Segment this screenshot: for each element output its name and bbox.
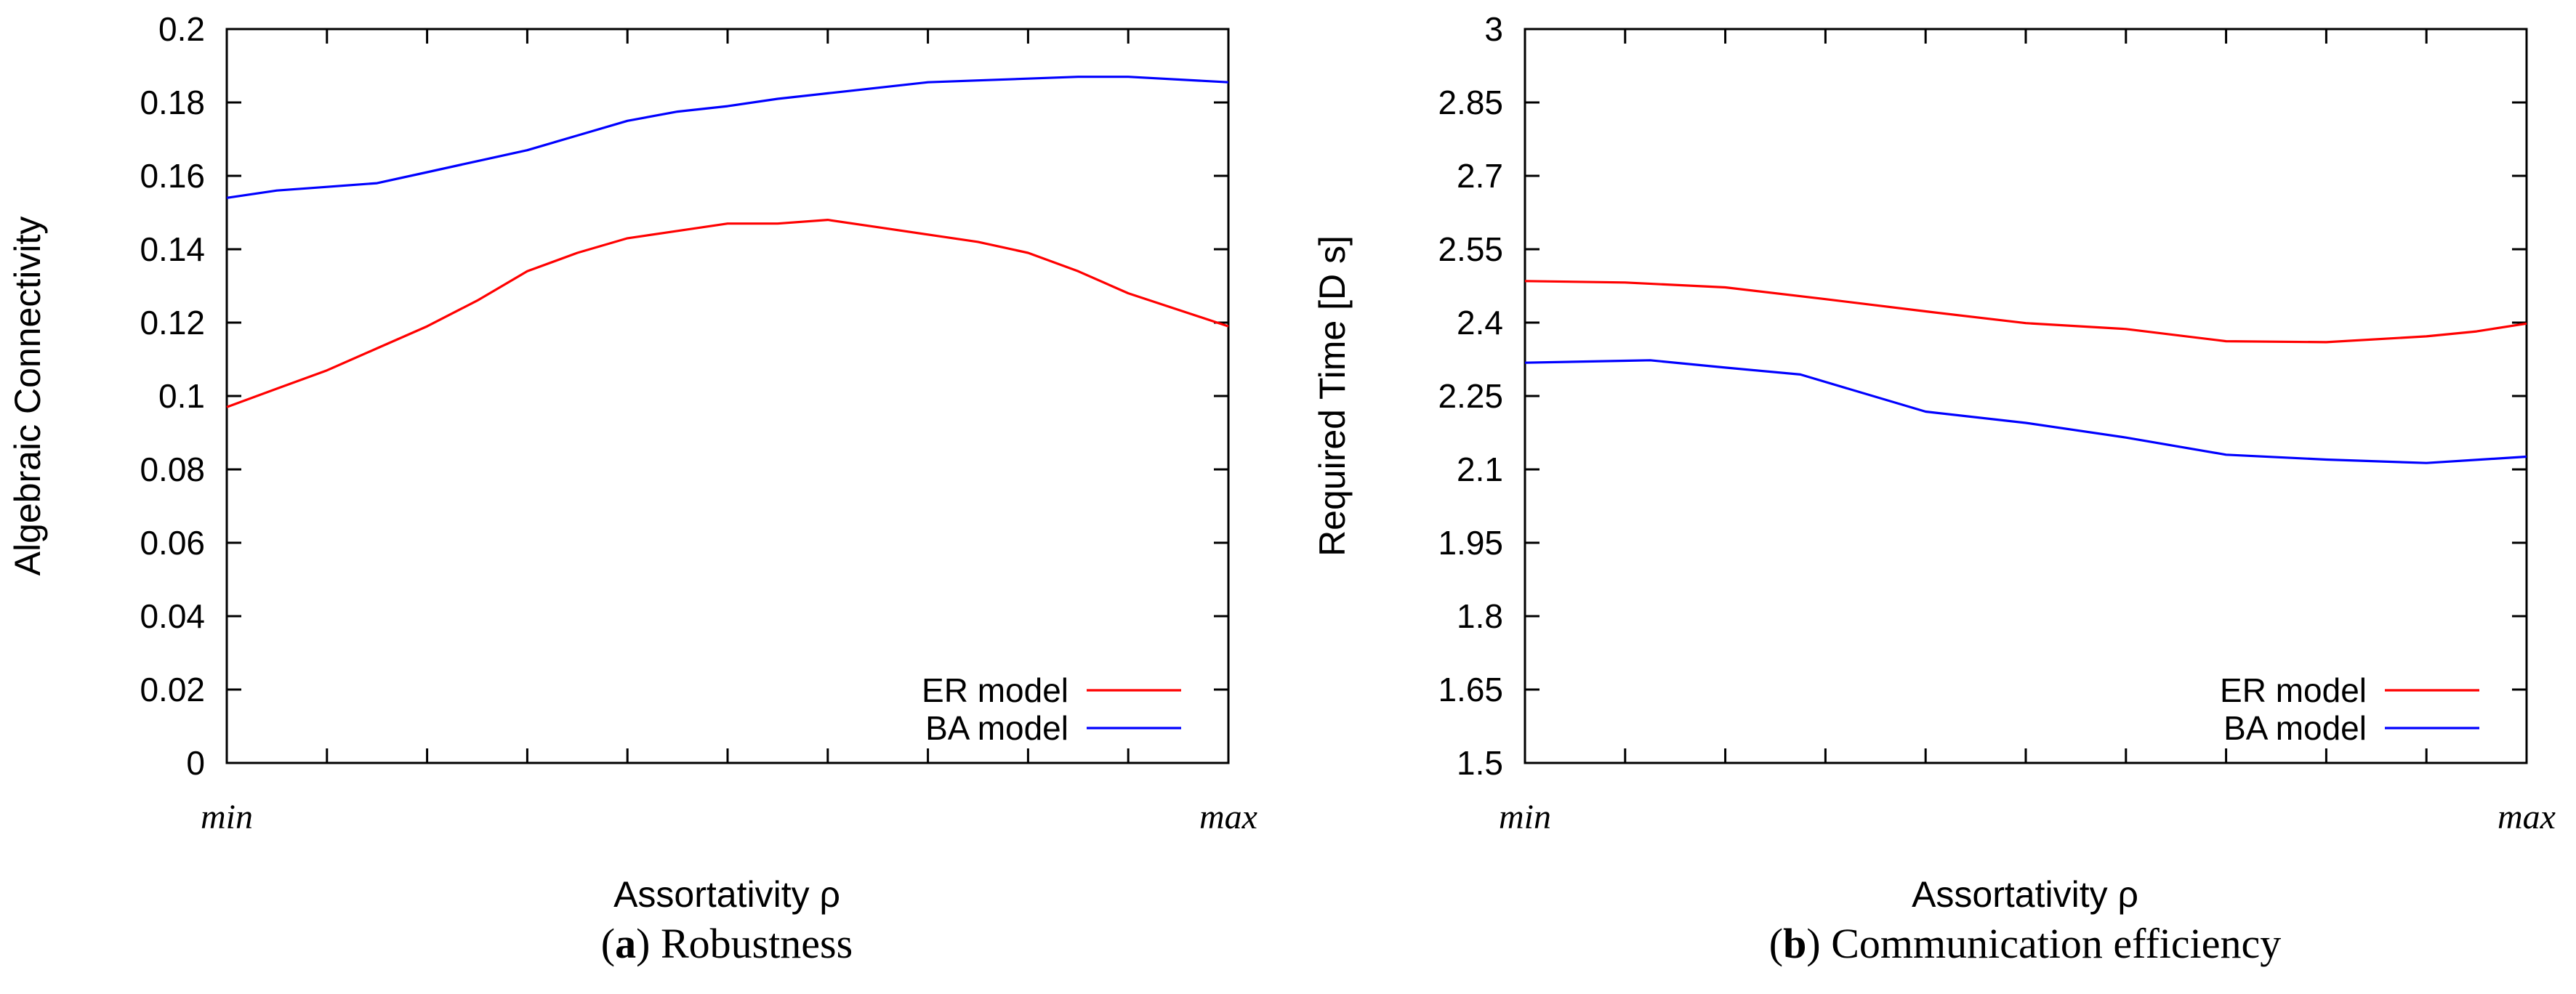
series-line-ba-model-b xyxy=(1524,359,2527,464)
panel-a-robustness: 0 0.02 0.04 0.06 0.08 0.1 0.12 0.14 0.16 0.18 0.2 m… xyxy=(7,10,1257,967)
y-tick-label-b: 2.4 xyxy=(1457,304,1503,342)
series-line-er-model-a xyxy=(226,219,1229,408)
y-tick-label-b: 2.1 xyxy=(1457,450,1503,488)
panel-b-communication-efficiency: 1.5 1.65 1.8 1.95 2.1 2.25 2.4 2.55 2.7 2.85 3 min m… xyxy=(1312,10,2556,967)
panel-letter-b: b xyxy=(1783,920,1806,967)
x-axis-label-b: Assortativity ρ xyxy=(1912,874,2138,915)
y-tick-label-a: 0.06 xyxy=(140,524,205,562)
y-tick-label-b: 1.65 xyxy=(1438,671,1503,708)
y-tick-label-b: 1.5 xyxy=(1457,744,1503,782)
y-tick-label-a: 0.12 xyxy=(140,304,205,342)
x-tick-label-max-a: max xyxy=(1199,798,1257,836)
x-axis-label-a: Assortativity ρ xyxy=(613,874,840,915)
legend-label-b: BA model xyxy=(2223,709,2367,747)
y-tick-label-b: 2.25 xyxy=(1438,377,1503,415)
x-tick-label-min-a: min xyxy=(201,798,253,836)
y-tick-label-b: 2.85 xyxy=(1438,84,1503,121)
series-line-ba-model-a xyxy=(226,76,1229,199)
y-tick-label-b: 1.95 xyxy=(1438,524,1503,562)
plot-frame-b xyxy=(1524,28,2528,764)
x-tick-label-min-b: min xyxy=(1499,798,1551,836)
legend-label-a: BA model xyxy=(925,709,1068,747)
legend-label-b: ER model xyxy=(2220,671,2367,709)
y-tick-label-a: 0.14 xyxy=(140,230,205,268)
y-tick-label-a: 0.08 xyxy=(140,450,205,488)
plot-frame-a xyxy=(225,28,1230,764)
panel-caption-text-b: Communication efficiency xyxy=(1831,920,2281,967)
y-tick-label-b: 2.55 xyxy=(1438,230,1503,268)
y-tick-label-a: 0.16 xyxy=(140,157,205,195)
y-tick-label-a: 0.2 xyxy=(158,10,205,48)
y-tick-label-a: 0.1 xyxy=(158,377,205,415)
y-tick-label-b: 2.7 xyxy=(1457,157,1503,195)
series-line-er-model-b xyxy=(1524,280,2527,344)
panel-caption-text-a: Robustness xyxy=(661,920,853,967)
panel-letter-a: a xyxy=(615,920,636,967)
legend-label-a: ER model xyxy=(922,671,1068,709)
panel-caption-b: (b) Communication efficiency xyxy=(1769,920,2281,967)
x-tick-label-max-b: max xyxy=(2497,798,2556,836)
y-tick-label-b: 1.8 xyxy=(1457,597,1503,635)
y-tick-label-a: 0 xyxy=(186,744,205,782)
y-tick-label-b: 3 xyxy=(1484,10,1503,48)
y-axis-label-a: Algebraic Connectivity xyxy=(7,217,48,576)
panel-caption-a: (a) Robustness xyxy=(601,920,853,967)
y-axis-label-b: Required Time [D s] xyxy=(1312,235,1353,557)
y-tick-label-a: 0.02 xyxy=(140,671,205,708)
y-tick-label-a: 0.04 xyxy=(140,597,205,635)
y-tick-label-a: 0.18 xyxy=(140,84,205,121)
